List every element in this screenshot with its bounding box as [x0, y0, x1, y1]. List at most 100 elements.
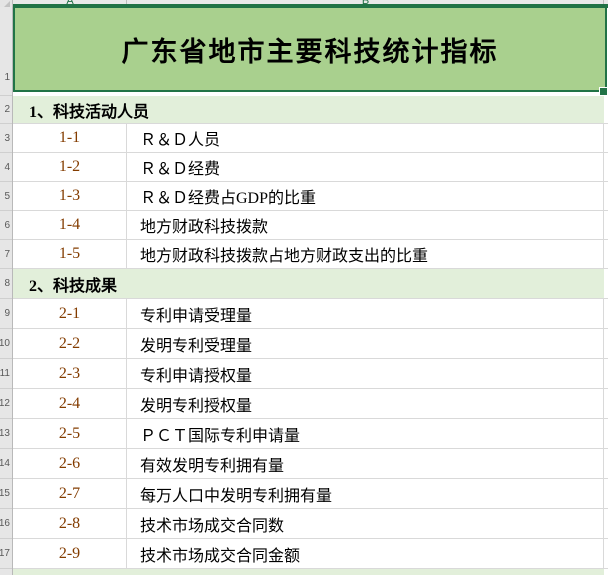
row-header-17[interactable]: 17 [0, 539, 12, 569]
indicator-code: 2-1 [58, 304, 81, 322]
section-header-row[interactable]: 1、科技活动人员 [13, 96, 608, 124]
column-divider [126, 0, 127, 7]
indicator-code: 2-7 [58, 484, 81, 502]
indicator-name: 发明专利受理量 [140, 337, 253, 355]
title-cell[interactable]: 广东省地市主要科技统计指标 [13, 6, 607, 92]
empty-cell[interactable] [604, 509, 608, 538]
indicator-row: 1-5 地方财政科技拨款占地方财政支出的比重 [13, 240, 608, 269]
indicator-name-cell[interactable]: Ｒ＆Ｄ人员 [127, 124, 604, 152]
row-header-12[interactable]: 12 [0, 389, 12, 419]
select-all-corner[interactable] [0, 0, 13, 7]
indicator-code-cell[interactable]: 1-1 [13, 124, 127, 152]
row-header-8[interactable]: 8 [0, 269, 12, 299]
indicator-name-cell[interactable]: 地方财政科技拨款 [127, 211, 604, 239]
row-header-column: 1234567891011121314151617 [0, 7, 13, 575]
indicator-code-cell[interactable]: 1-3 [13, 182, 127, 210]
indicator-row: 2-2 发明专利受理量 [13, 329, 608, 359]
indicator-name: Ｒ＆Ｄ经费 [140, 161, 221, 178]
section-label: 1、科技活动人员 [29, 103, 150, 121]
indicator-name: 技术市场成交合同金额 [140, 547, 301, 565]
indicator-name: 专利申请受理量 [140, 307, 253, 325]
row-header-6[interactable]: 6 [0, 211, 12, 240]
indicator-code-cell[interactable]: 2-2 [13, 329, 127, 358]
indicator-row: 2-3 专利申请授权量 [13, 359, 608, 389]
empty-cell[interactable] [604, 329, 608, 358]
empty-cell[interactable] [604, 153, 608, 181]
indicator-code-cell[interactable]: 2-9 [13, 539, 127, 568]
empty-cell[interactable] [604, 479, 608, 508]
indicator-row: 1-1 Ｒ＆Ｄ人员 [13, 124, 608, 153]
row-header-13[interactable]: 13 [0, 419, 12, 449]
indicator-code-cell[interactable]: 1-4 [13, 211, 127, 239]
empty-cell[interactable] [604, 182, 608, 210]
row-header-15[interactable]: 15 [0, 479, 12, 509]
indicator-row: 2-7 每万人口中发明专利拥有量 [13, 479, 608, 509]
indicator-name-cell[interactable]: 每万人口中发明专利拥有量 [127, 479, 604, 508]
empty-cell[interactable] [604, 389, 608, 418]
column-header-b[interactable]: B [127, 0, 604, 7]
indicator-name: 专利申请授权量 [140, 367, 253, 385]
indicator-row: 2-6 有效发明专利拥有量 [13, 449, 608, 479]
empty-cell[interactable] [604, 419, 608, 448]
indicator-name-cell[interactable]: ＰＣＴ国际专利申请量 [127, 419, 604, 448]
indicator-code-cell[interactable]: 2-5 [13, 419, 127, 448]
indicator-code-cell[interactable]: 1-5 [13, 240, 127, 268]
indicator-code-cell[interactable]: 1-2 [13, 153, 127, 181]
indicator-name-cell[interactable]: Ｒ＆Ｄ经费 [127, 153, 604, 181]
indicator-name: Ｒ＆Ｄ人员 [140, 132, 221, 149]
indicator-name-cell[interactable]: 发明专利授权量 [127, 389, 604, 418]
empty-cell[interactable] [604, 359, 608, 388]
indicator-code: 1-5 [58, 245, 81, 262]
indicator-name-cell[interactable]: 技术市场成交合同数 [127, 509, 604, 538]
indicator-code-cell[interactable]: 2-6 [13, 449, 127, 478]
indicator-row: 1-4 地方财政科技拨款 [13, 211, 608, 240]
indicator-row: 1-3 Ｒ＆Ｄ经费占GDP的比重 [13, 182, 608, 211]
indicator-code-cell[interactable]: 2-3 [13, 359, 127, 388]
row-header-16[interactable]: 16 [0, 509, 12, 539]
indicator-code-cell[interactable]: 2-8 [13, 509, 127, 538]
empty-cell[interactable] [604, 539, 608, 568]
row-header-1[interactable]: 1 [0, 7, 12, 96]
row-header-4[interactable]: 4 [0, 153, 12, 182]
indicator-name-cell[interactable]: 地方财政科技拨款占地方财政支出的比重 [127, 240, 604, 268]
indicator-name-cell[interactable]: 技术市场成交合同金额 [127, 539, 604, 568]
indicator-row: 2-4 发明专利授权量 [13, 389, 608, 419]
indicator-name-cell[interactable]: 有效发明专利拥有量 [127, 449, 604, 478]
indicator-row: 1-2 Ｒ＆Ｄ经费 [13, 153, 608, 182]
selection-fill-handle[interactable] [599, 87, 608, 96]
row-header-2[interactable]: 2 [0, 96, 12, 124]
indicator-row: 2-9 技术市场成交合同金额 [13, 539, 608, 569]
empty-cell[interactable] [604, 299, 608, 328]
row-header-9[interactable]: 9 [0, 299, 12, 329]
grid-body: 1、科技活动人员 1-1 Ｒ＆Ｄ人员 1-2 Ｒ＆Ｄ经费 1-3 Ｒ＆Ｄ经费占GDP的比重 1… [13, 96, 608, 575]
indicator-code-cell[interactable]: 2-7 [13, 479, 127, 508]
row-header-7[interactable]: 7 [0, 240, 12, 269]
row-header-14[interactable]: 14 [0, 449, 12, 479]
indicator-name: 地方财政科技拨款 [140, 219, 269, 236]
indicator-name-cell[interactable]: Ｒ＆Ｄ经费占GDP的比重 [127, 182, 604, 210]
row-header-5[interactable]: 5 [0, 182, 12, 211]
indicator-code: 2-4 [58, 394, 81, 412]
indicator-name-cell[interactable]: 专利申请受理量 [127, 299, 604, 328]
empty-cell[interactable] [604, 449, 608, 478]
column-header-a[interactable]: A [13, 0, 127, 7]
indicator-name: 技术市场成交合同数 [140, 517, 285, 535]
indicator-name: 每万人口中发明专利拥有量 [140, 487, 333, 505]
row-header-11[interactable]: 11 [0, 359, 12, 389]
indicator-code-cell[interactable]: 2-4 [13, 389, 127, 418]
empty-cell[interactable] [604, 211, 608, 239]
indicator-name: 地方财政科技拨款占地方财政支出的比重 [140, 248, 429, 265]
empty-cell[interactable] [604, 124, 608, 152]
indicator-code: 1-3 [58, 187, 81, 204]
indicator-row: 2-5 ＰＣＴ国际专利申请量 [13, 419, 608, 449]
row-header-3[interactable]: 3 [0, 124, 12, 153]
row-header-10[interactable]: 10 [0, 329, 12, 359]
indicator-name-cell[interactable]: 发明专利受理量 [127, 329, 604, 358]
indicator-name-cell[interactable]: 专利申请授权量 [127, 359, 604, 388]
section-header-row[interactable]: 2、科技成果 [13, 269, 608, 299]
indicator-code-cell[interactable]: 2-1 [13, 299, 127, 328]
empty-cell[interactable] [604, 240, 608, 268]
partial-next-row[interactable] [13, 569, 608, 575]
column-divider [603, 0, 604, 7]
